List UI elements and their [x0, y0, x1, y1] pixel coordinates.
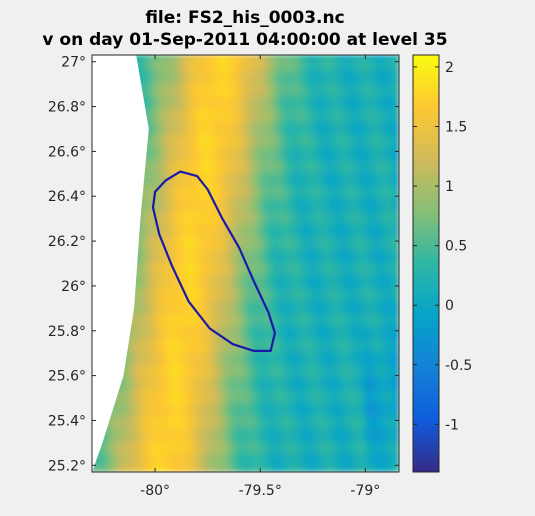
x-tick-label: -79° — [350, 483, 380, 499]
y-tick-label: 25.4° — [48, 413, 86, 429]
x-tick-label: -79.5° — [239, 483, 282, 499]
colorbar-tick-label: 0.5 — [445, 239, 467, 255]
chart-title: file: FS2_his_0003.nc — [145, 8, 344, 28]
colorbar-tick-label: -0.5 — [445, 358, 472, 374]
outline-polygon-layer — [151, 170, 276, 352]
y-tick-label: 25.8° — [48, 324, 86, 340]
colorbar-ticks: 2 1.5 1 0.5 0 -0.5 -1 — [413, 60, 472, 433]
y-tick-label: 26.4° — [48, 189, 86, 205]
plot-area — [91, 54, 400, 473]
colorbar-tick-label: 1.5 — [445, 119, 467, 135]
colorbar: 2 1.5 1 0.5 0 -0.5 -1 — [412, 54, 472, 473]
colorbar-frame — [412, 54, 440, 473]
y-tick-label: 26° — [61, 279, 86, 295]
y-axis: 27° 26.8° 26.6° 26.4° 26.2° 26° 25.8° 25.6° 25.4… — [48, 55, 399, 474]
y-tick-label: 25.6° — [48, 369, 86, 385]
colorbar-tick-label: 2 — [445, 60, 454, 76]
colorbar-gradient — [413, 55, 439, 472]
chart-subtitle: v on day 01-Sep-2011 04:00:00 at level 3… — [42, 30, 447, 50]
y-tick-label: 25.2° — [48, 458, 86, 474]
y-tick-label: 26.2° — [48, 234, 86, 250]
outline-polygon — [151, 170, 276, 352]
x-tick-label: -80° — [140, 483, 170, 499]
land-area — [92, 55, 149, 472]
x-axis: -80° -79.5° -79° — [140, 55, 380, 499]
colorbar-tick-label: 0 — [445, 298, 454, 314]
land-mask — [92, 55, 149, 472]
plot-frame — [91, 54, 400, 473]
colorbar-tick-label: 1 — [445, 179, 454, 195]
y-tick-label: 26.8° — [48, 100, 86, 116]
y-tick-label: 26.6° — [48, 144, 86, 160]
y-tick-label: 27° — [61, 55, 86, 71]
colorbar-tick-label: -1 — [445, 417, 459, 433]
